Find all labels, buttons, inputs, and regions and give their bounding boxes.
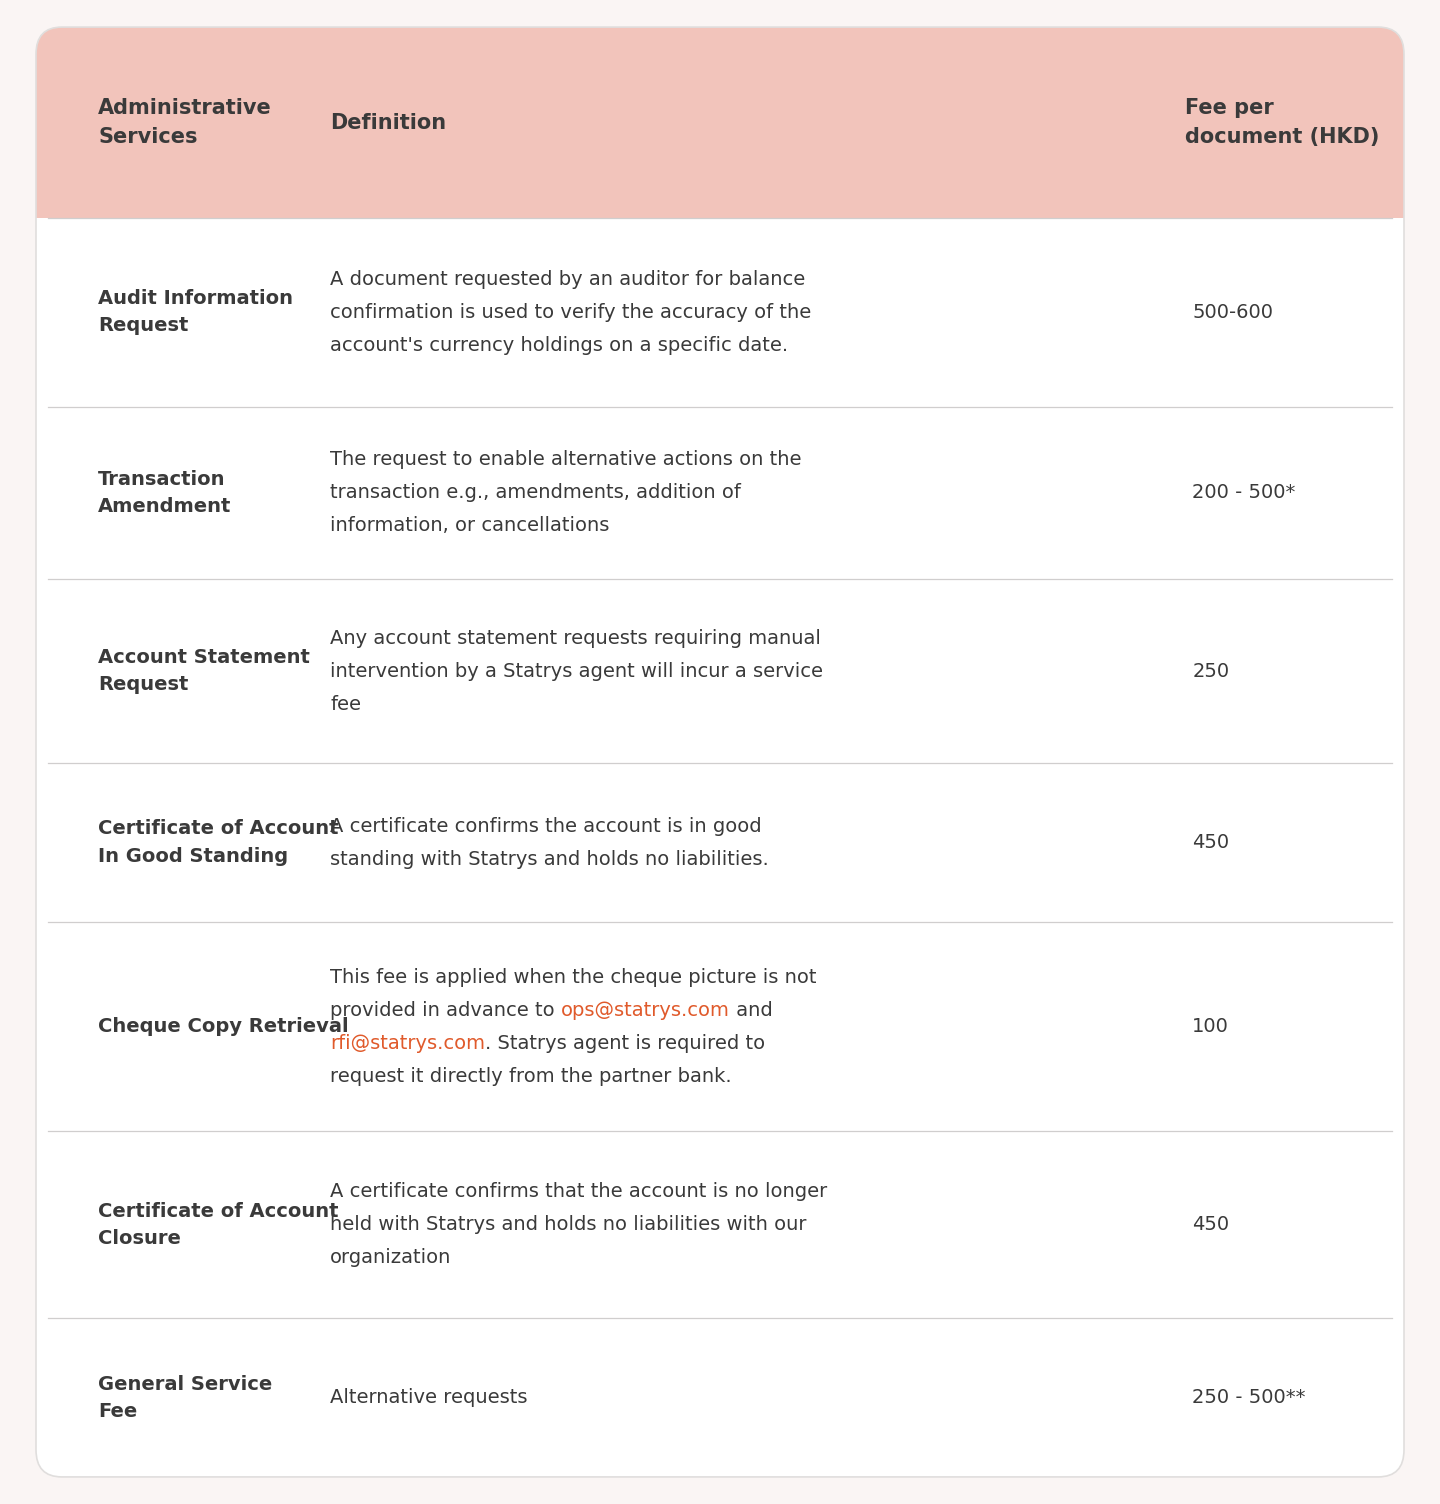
Text: Definition: Definition [330, 113, 446, 132]
Bar [36, 152, 1404, 218]
Text: request it directly from the partner bank.: request it directly from the partner ban… [330, 1066, 732, 1086]
Text: Alternative requests: Alternative requests [330, 1388, 527, 1408]
Text: confirmation is used to verify the accuracy of the: confirmation is used to verify the accur… [330, 302, 811, 322]
Text: intervention by a Statrys agent will incur a service: intervention by a Statrys agent will inc… [330, 662, 824, 681]
Text: provided in advance to: provided in advance to [330, 1000, 562, 1020]
Text: Fee per
document (HKD): Fee per document (HKD) [1185, 98, 1380, 147]
Text: Certificate of Account
Closure: Certificate of Account Closure [98, 1202, 338, 1248]
Text: Audit Information
Request: Audit Information Request [98, 289, 294, 335]
Text: 450: 450 [1192, 1215, 1230, 1235]
Text: . Statrys agent is required to: . Statrys agent is required to [485, 1033, 765, 1053]
Text: 250 - 500**: 250 - 500** [1192, 1388, 1306, 1408]
Text: fee: fee [330, 695, 361, 714]
Text: Transaction
Amendment: Transaction Amendment [98, 469, 232, 516]
Text: A certificate confirms that the account is no longer: A certificate confirms that the account … [330, 1182, 828, 1202]
Text: 250: 250 [1192, 662, 1230, 681]
Text: Cheque Copy Retrieval: Cheque Copy Retrieval [98, 1017, 348, 1036]
Text: rfi@statrys.com: rfi@statrys.com [330, 1033, 485, 1053]
Text: Any account statement requests requiring manual: Any account statement requests requiring… [330, 629, 821, 648]
Text: standing with Statrys and holds no liabilities.: standing with Statrys and holds no liabi… [330, 850, 769, 869]
Text: held with Statrys and holds no liabilities with our: held with Statrys and holds no liabiliti… [330, 1215, 806, 1235]
FancyBboxPatch shape [36, 27, 1404, 1477]
Text: and: and [730, 1000, 773, 1020]
Text: 450: 450 [1192, 833, 1230, 853]
Text: A certificate confirms the account is in good: A certificate confirms the account is in… [330, 817, 762, 836]
Text: organization: organization [330, 1248, 452, 1268]
Text: The request to enable alternative actions on the: The request to enable alternative action… [330, 450, 802, 469]
Text: information, or cancellations: information, or cancellations [330, 516, 609, 535]
Text: General Service
Fee: General Service Fee [98, 1375, 272, 1421]
Text: This fee is applied when the cheque picture is not: This fee is applied when the cheque pict… [330, 967, 816, 987]
Text: Administrative
Services: Administrative Services [98, 98, 272, 147]
Text: Certificate of Account
In Good Standing: Certificate of Account In Good Standing [98, 820, 338, 866]
Text: transaction e.g., amendments, addition of: transaction e.g., amendments, addition o… [330, 483, 742, 502]
Text: 100: 100 [1192, 1017, 1230, 1036]
Text: 500-600: 500-600 [1192, 302, 1273, 322]
FancyBboxPatch shape [36, 27, 1404, 218]
Text: ops@statrys.com: ops@statrys.com [562, 1000, 730, 1020]
Text: 200 - 500*: 200 - 500* [1192, 483, 1296, 502]
Text: A document requested by an auditor for balance: A document requested by an auditor for b… [330, 269, 805, 289]
Text: Account Statement
Request: Account Statement Request [98, 648, 310, 695]
Text: account's currency holdings on a specific date.: account's currency holdings on a specifi… [330, 335, 788, 355]
